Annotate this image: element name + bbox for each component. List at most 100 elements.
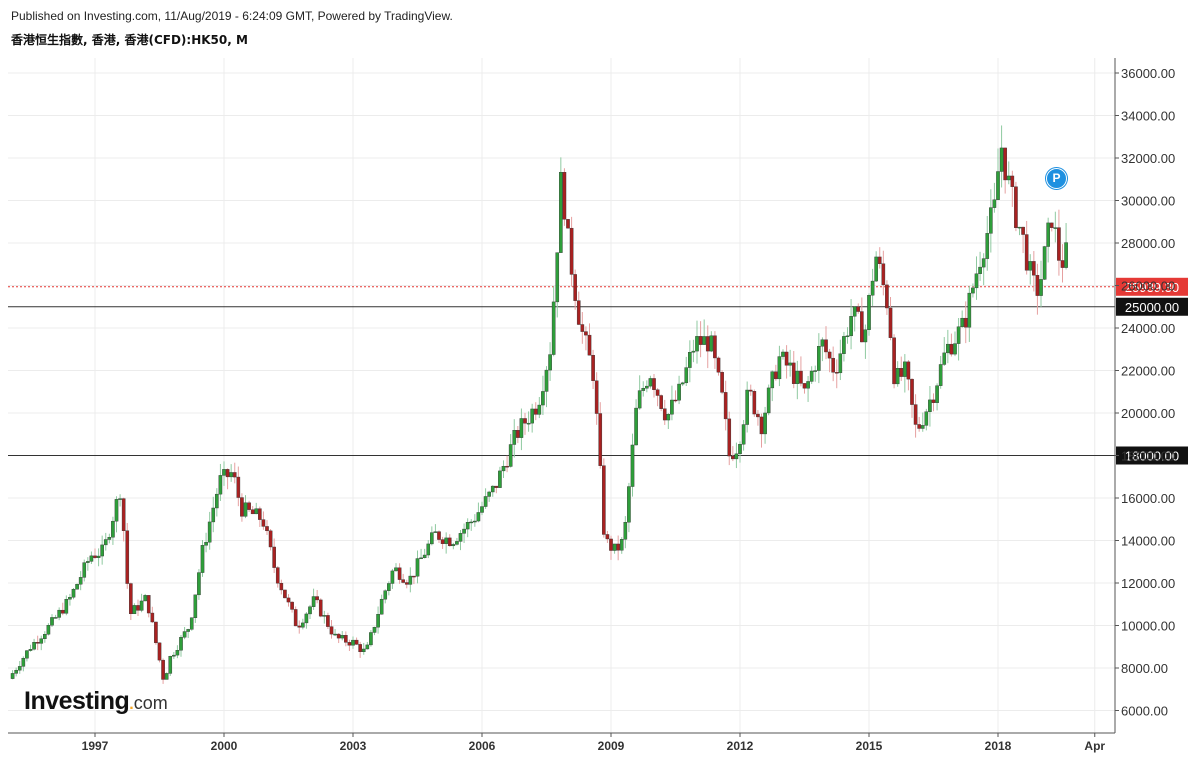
candle-body (301, 622, 305, 628)
candle-body (68, 597, 72, 600)
candle-body (953, 343, 957, 355)
candle-body (874, 256, 878, 282)
candle-body (354, 639, 359, 645)
current-price-box (1116, 277, 1188, 296)
logo-dot-icon: . (129, 696, 134, 713)
candle-body (254, 508, 259, 515)
horizontal-levels: 25000.00 18000.00 25939.30 (8, 277, 1188, 465)
pinned-marker-icon[interactable]: P (1046, 168, 1067, 189)
candle-body (738, 444, 742, 455)
y-tick-label: 14000.00 (1121, 534, 1175, 549)
candle-body (340, 635, 345, 639)
candle-body (1006, 175, 1011, 181)
candle-body (164, 673, 169, 680)
candle-body (444, 537, 448, 544)
candle-body (322, 615, 327, 617)
y-tick-label: 32000.00 (1121, 151, 1175, 166)
candle-body (290, 601, 294, 610)
candle-body (1017, 226, 1022, 229)
candle-body (849, 316, 853, 337)
candle-body (293, 609, 298, 627)
candle-body (831, 357, 835, 373)
candle-body (899, 368, 904, 377)
candle-body (860, 311, 864, 343)
candle-body (268, 530, 273, 548)
candle-body (430, 532, 434, 545)
candle-body (369, 632, 373, 646)
candle-body (508, 444, 513, 467)
candle-body (713, 335, 717, 359)
candle-body (329, 626, 334, 635)
candle-body (935, 385, 939, 403)
candle-body (17, 666, 22, 671)
level-label: 18000.00 (1125, 449, 1179, 464)
candle-body (315, 596, 319, 601)
candle-body (136, 605, 140, 611)
candle-body (634, 407, 638, 446)
candle-body (57, 609, 61, 618)
candle-body (637, 390, 642, 409)
candle-body (157, 642, 162, 661)
candle-body (186, 629, 190, 632)
candle-body (1046, 222, 1050, 247)
candle-body (387, 583, 391, 591)
candle-body (258, 508, 262, 520)
candle-body (774, 371, 778, 380)
candle-body (404, 582, 409, 585)
candle-body (956, 326, 961, 344)
candle-body (182, 631, 187, 638)
candle-body (533, 408, 538, 415)
candle-body (791, 362, 796, 384)
candle-body (827, 351, 832, 359)
candle-body (10, 673, 15, 679)
candle-body (541, 391, 545, 406)
x-tick-label: 2012 (727, 739, 754, 753)
candle-body (770, 371, 775, 389)
candle-body (447, 537, 452, 547)
candle-body (419, 557, 423, 560)
candle-body (616, 543, 620, 551)
candle-body (978, 266, 982, 274)
candle-body (272, 546, 276, 568)
candle-body (813, 370, 818, 372)
candle-body (555, 252, 560, 303)
current-price-label: 25939.30 (1125, 280, 1179, 295)
published-info: Published on Investing.com, 11/Aug/2019 … (11, 9, 453, 23)
candle-body (469, 521, 474, 524)
candle-body (412, 575, 416, 578)
candle-body (659, 395, 663, 409)
candle-body (673, 399, 678, 402)
y-tick-label: 24000.00 (1121, 321, 1175, 336)
candle-body (806, 381, 810, 389)
candle-body (39, 638, 44, 644)
candle-body (483, 496, 488, 507)
candle-body (304, 613, 309, 624)
candle-body (903, 361, 907, 377)
candle-body (928, 399, 932, 412)
candle-body (207, 521, 212, 543)
candle-body (372, 626, 377, 633)
candle-body (548, 354, 552, 371)
candle-body (476, 512, 481, 522)
candle-body (652, 378, 656, 390)
candle-body (709, 335, 714, 352)
candle-body (64, 599, 69, 614)
candlestick-series (10, 125, 1068, 684)
candle-body (946, 343, 950, 354)
candle-body (437, 531, 441, 540)
candle-body (523, 418, 527, 424)
candle-body (788, 362, 792, 366)
candle-body (28, 649, 33, 651)
candle-body (784, 351, 789, 366)
candle-body (118, 498, 122, 500)
candle-body (906, 361, 911, 380)
x-tick-label: Apr (1084, 739, 1105, 753)
candle-body (971, 287, 975, 294)
candle-body (498, 470, 502, 488)
candle-body (132, 605, 137, 615)
candle-body (344, 635, 348, 643)
candle-body (602, 465, 606, 535)
level-label-box (1116, 446, 1188, 465)
y-tick-label: 10000.00 (1121, 619, 1175, 634)
